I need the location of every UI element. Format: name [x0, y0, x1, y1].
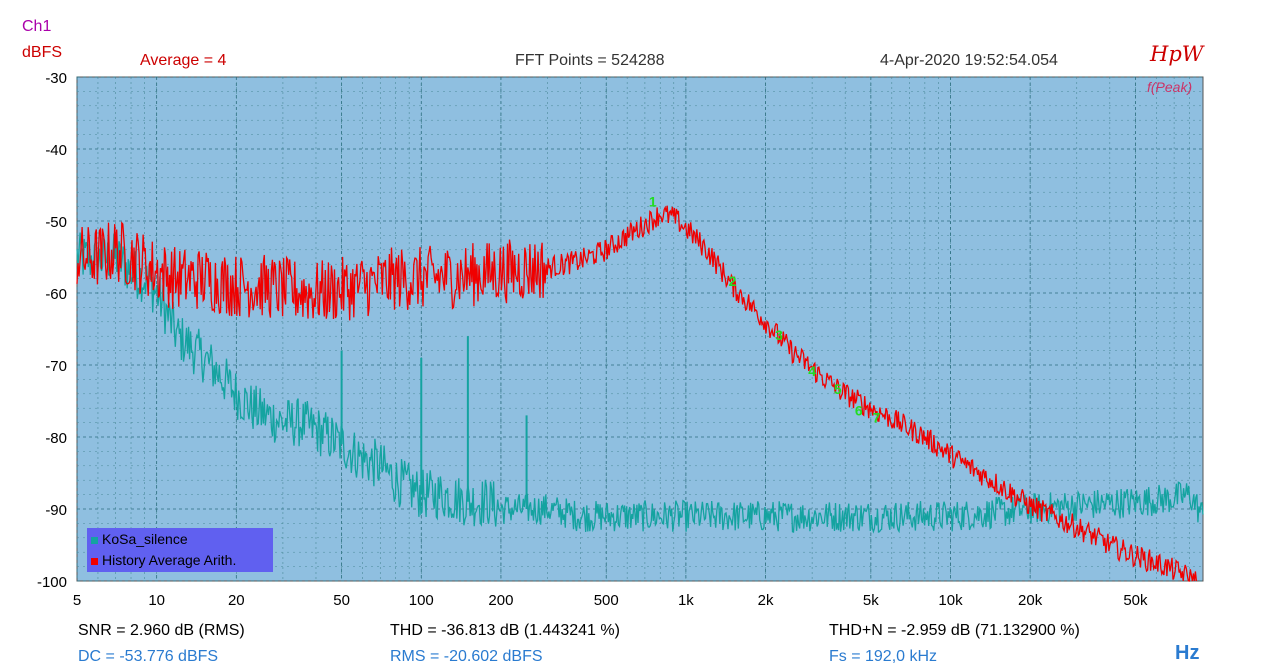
y-tick-label: -80 [45, 430, 67, 447]
x-tick-label: 20 [228, 592, 245, 609]
x-tick-label: 1k [678, 592, 694, 609]
harmonic-marker: 4 [808, 363, 816, 379]
x-tick-label: 200 [488, 592, 513, 609]
x-tick-label: 20k [1018, 592, 1043, 609]
legend-item-silence: KoSa_silence [91, 531, 188, 547]
average-label: Average = 4 [140, 52, 227, 69]
series-history-line [76, 205, 1198, 582]
legend-label-silence: KoSa_silence [102, 531, 188, 547]
x-unit-label: Hz [1175, 642, 1200, 664]
y-tick-label: -60 [45, 286, 67, 303]
legend-item-history: History Average Arith. [91, 552, 236, 568]
harmonic-markers: 1 2 3 4 56 7 [649, 194, 881, 426]
snr-readout: SNR = 2.960 dB (RMS) [78, 622, 245, 639]
series-silence-line [76, 232, 1204, 534]
y-tick-label: -100 [37, 574, 67, 591]
fs-readout: Fs = 192,0 kHz [829, 648, 938, 665]
peak-mode-label: f(Peak) [1147, 79, 1193, 95]
legend-swatch-history [91, 557, 98, 565]
x-tick-label: 10k [938, 592, 963, 609]
x-tick-label: 50k [1123, 592, 1148, 609]
x-tick-label: 2k [758, 592, 774, 609]
x-tick-label: 100 [409, 592, 434, 609]
series-layer [76, 205, 1204, 582]
y-tick-label: -30 [45, 70, 67, 87]
legend-swatch-silence [91, 536, 98, 544]
y-tick-label: -70 [45, 358, 67, 375]
fft-points-label: FFT Points = 524288 [515, 52, 665, 69]
harmonic-marker: 7 [873, 410, 881, 426]
thdn-readout: THD+N = -2.959 dB (71.132900 %) [829, 622, 1080, 639]
harmonic-marker: 2 [729, 273, 737, 289]
harmonic-marker: 1 [649, 194, 657, 210]
x-tick-label: 10 [148, 592, 165, 609]
legend-label-history: History Average Arith. [102, 552, 237, 568]
y-tick-label: -40 [45, 142, 67, 159]
x-tick-label: 500 [594, 592, 619, 609]
legend: KoSa_silence History Average Arith. [87, 528, 273, 572]
axis-labels: 5 10 20 50 100 200 500 1k 2k 5k 10k 20k 50k -30 -40 -50… [37, 70, 1148, 609]
x-tick-label: 5 [73, 592, 81, 609]
thd-readout: THD = -36.813 dB (1.443241 %) [390, 622, 620, 639]
harmonic-marker: 5 [834, 381, 842, 397]
harmonic-marker: 3 [775, 327, 783, 343]
y-unit-label: dBFS [22, 44, 63, 61]
y-tick-label: -50 [45, 214, 67, 231]
channel-label: Ch1 [22, 18, 52, 35]
rms-readout: RMS = -20.602 dBFS [390, 648, 543, 665]
harmonic-marker: 6 [855, 402, 863, 418]
dc-readout: DC = -53.776 dBFS [78, 648, 219, 665]
y-tick-label: -90 [45, 502, 67, 519]
logo: HpW [1150, 42, 1204, 66]
timestamp-label: 4-Apr-2020 19:52:54.054 [880, 52, 1058, 69]
x-tick-label: 50 [333, 592, 350, 609]
x-tick-label: 5k [863, 592, 879, 609]
